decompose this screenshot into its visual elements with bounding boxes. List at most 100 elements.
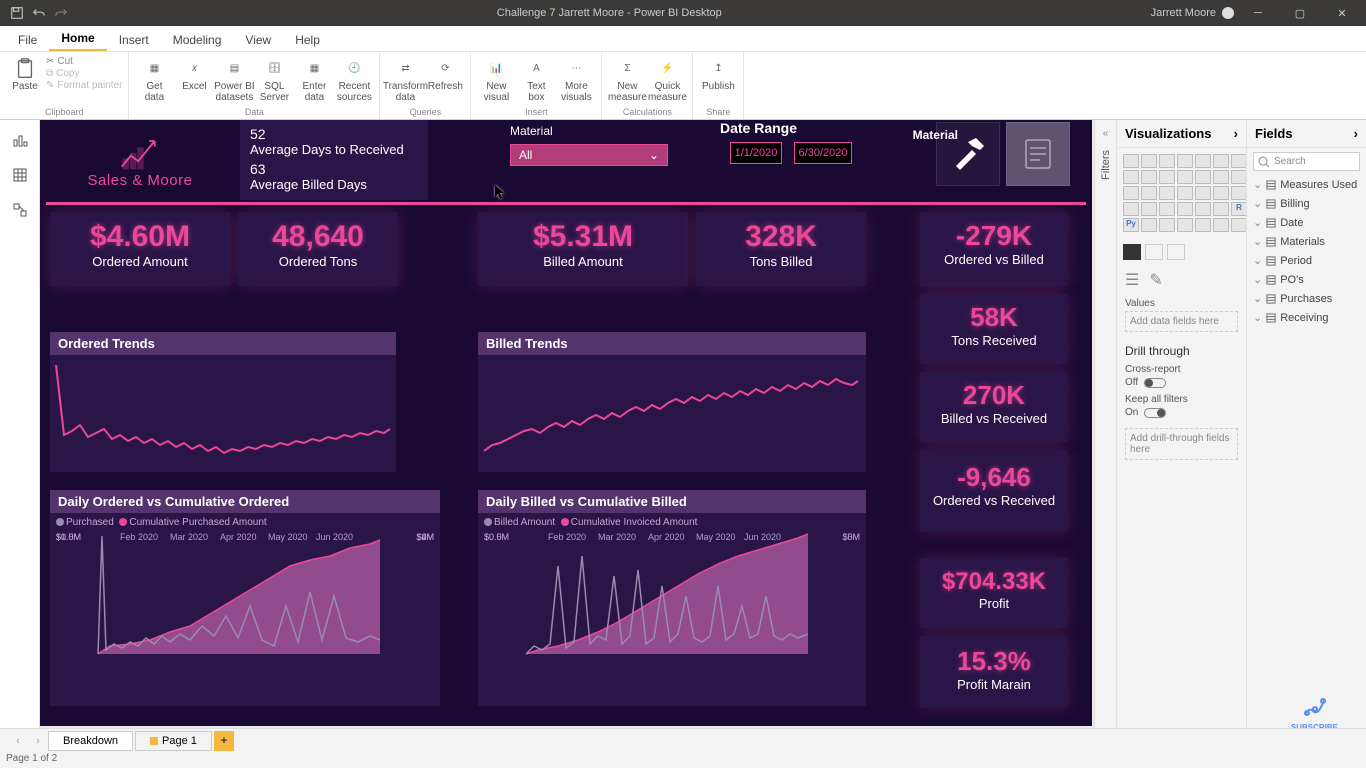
menu-view[interactable]: View	[233, 29, 283, 51]
filters-pane-collapsed[interactable]: « Filters	[1094, 120, 1116, 728]
viz-pane-title: Visualizations	[1125, 126, 1211, 141]
ordered-trends-chart[interactable]: Ordered Trends	[50, 332, 396, 472]
keep-filters-toggle[interactable]	[1144, 408, 1166, 418]
field-table-item[interactable]: ⌄Date	[1247, 213, 1366, 232]
kpi-tons-received[interactable]: 58KTons Received	[920, 294, 1068, 364]
field-table-item[interactable]: ⌄Measures Used	[1247, 175, 1366, 194]
more-visuals-button[interactable]: ⋯More visuals	[557, 56, 595, 103]
kpi-ordered-tons[interactable]: 48,640Ordered Tons	[238, 212, 398, 286]
publish-button[interactable]: ↥Publish	[699, 56, 737, 93]
enter-data-button[interactable]: ▦Enter data	[295, 56, 333, 103]
fields-well-icon[interactable]: ☰	[1125, 270, 1139, 290]
avatar-icon[interactable]	[1222, 7, 1234, 19]
format-tab-icon[interactable]	[1145, 244, 1163, 260]
values-dropzone[interactable]: Add data fields here	[1125, 311, 1238, 332]
kpi-ordered-vs-received[interactable]: -9,646Ordered vs Received	[920, 450, 1068, 532]
redo-icon[interactable]	[54, 6, 68, 20]
kpi-tons-billed[interactable]: 328KTons Billed	[696, 212, 866, 286]
get-data-button[interactable]: ▦Get data	[135, 56, 173, 103]
quick-measure-button[interactable]: ⚡Quick measure	[648, 56, 686, 103]
drillthrough-heading: Drill through	[1117, 336, 1246, 362]
fields-search-input[interactable]: Search	[1253, 152, 1360, 171]
report-canvas[interactable]: Sales & Moore 52 Average Days to Receive…	[40, 120, 1092, 726]
subscribe-watermark: SUBSCRIBE	[1291, 693, 1338, 732]
field-table-item[interactable]: ⌄Purchases	[1247, 289, 1366, 308]
billed-trends-chart[interactable]: Billed Trends	[478, 332, 866, 472]
data-view-icon[interactable]	[12, 167, 28, 188]
refresh-button[interactable]: ⟳Refresh	[426, 56, 464, 103]
kpi-profit-margin[interactable]: 15.3%Profit Marain	[920, 636, 1068, 708]
header-divider	[46, 202, 1086, 205]
tab-next-icon[interactable]: ›	[28, 735, 48, 747]
data-group-label: Data	[135, 106, 373, 117]
status-bar: Page 1 of 2	[0, 752, 1366, 768]
chevron-right-icon[interactable]: ›	[1354, 126, 1358, 141]
field-table-item[interactable]: ⌄Receiving	[1247, 308, 1366, 327]
fields-tab-icon[interactable]	[1123, 244, 1141, 260]
title-bar: Challenge 7 Jarrett Moore - Power BI Des…	[0, 0, 1366, 26]
maximize-button[interactable]: ▢	[1282, 0, 1318, 26]
menu-file[interactable]: File	[6, 29, 49, 51]
minimize-button[interactable]: ─	[1240, 0, 1276, 26]
field-table-item[interactable]: ⌄Period	[1247, 251, 1366, 270]
format-well-icon[interactable]: ✎	[1149, 270, 1162, 290]
calc-group-label: Calculations	[608, 106, 686, 117]
cross-report-toggle[interactable]	[1144, 378, 1166, 388]
date-to-button[interactable]: 6/30/2020	[794, 142, 852, 164]
excel-button[interactable]: 𝑥Excel	[175, 56, 213, 103]
tab-page1[interactable]: Page 1	[135, 731, 212, 751]
new-visual-button[interactable]: 📊New visual	[477, 56, 515, 103]
kpi-billed-amount[interactable]: $5.31MBilled Amount	[478, 212, 688, 286]
visualizations-pane: Visualizations› R Py ☰ ✎ Values Add data…	[1116, 120, 1246, 728]
user-name[interactable]: Jarrett Moore	[1151, 7, 1216, 19]
expand-icon[interactable]: «	[1103, 128, 1109, 139]
daily-ordered-chart[interactable]: Daily Ordered vs Cumulative Ordered Purc…	[50, 490, 440, 706]
cut-button[interactable]: ✂Cut	[46, 56, 122, 67]
viz-gallery[interactable]: R Py	[1117, 148, 1246, 238]
material-dropdown[interactable]: All⌄	[510, 144, 668, 166]
menu-modeling[interactable]: Modeling	[161, 29, 234, 51]
tab-prev-icon[interactable]: ‹	[8, 735, 28, 747]
new-measure-button[interactable]: ΣNew measure	[608, 56, 646, 103]
menu-home[interactable]: Home	[49, 27, 106, 51]
page-tabs: ‹ › Breakdown Page 1 +	[0, 728, 1366, 752]
main-area: Sales & Moore 52 Average Days to Receive…	[0, 120, 1366, 728]
menu-help[interactable]: Help	[283, 29, 332, 51]
keep-filters-label: Keep all filters	[1125, 394, 1238, 405]
pbi-datasets-button[interactable]: ▤Power BI datasets	[215, 56, 253, 103]
sql-server-button[interactable]: 🗄SQL Server	[255, 56, 293, 103]
paste-button[interactable]: Paste	[6, 56, 44, 93]
close-button[interactable]: ✕	[1324, 0, 1360, 26]
field-table-item[interactable]: ⌄Materials	[1247, 232, 1366, 251]
kpi-ordered-amount[interactable]: $4.60MOrdered Amount	[50, 212, 230, 286]
kpi-billed-vs-received[interactable]: 270KBilled vs Received	[920, 372, 1068, 442]
brand-logo: Sales & Moore	[46, 120, 234, 200]
text-box-button[interactable]: AText box	[517, 56, 555, 103]
date-range-label: Date Range	[720, 120, 797, 136]
report-view-icon[interactable]	[12, 132, 28, 153]
drillthrough-dropzone[interactable]: Add drill-through fields here	[1125, 428, 1238, 460]
app-title: Challenge 7 Jarrett Moore - Power BI Des…	[68, 7, 1151, 19]
chevron-right-icon[interactable]: ›	[1234, 126, 1238, 141]
insert-group-label: Insert	[477, 106, 595, 117]
recent-sources-button[interactable]: 🕘Recent sources	[335, 56, 373, 103]
transform-data-button[interactable]: ⇄Transform data	[386, 56, 424, 103]
kpi-profit[interactable]: $704.33KProfit	[920, 558, 1068, 628]
cross-report-label: Cross-report	[1125, 364, 1238, 375]
kpi-ordered-vs-billed[interactable]: -279KOrdered vs Billed	[920, 212, 1068, 286]
chevron-down-icon: ⌄	[649, 148, 659, 162]
daily-billed-chart[interactable]: Daily Billed vs Cumulative Billed Billed…	[478, 490, 866, 706]
analytics-tab-icon[interactable]	[1167, 244, 1185, 260]
menu-bar: File Home Insert Modeling View Help	[0, 26, 1366, 52]
queries-group-label: Queries	[386, 106, 464, 117]
date-from-button[interactable]: 1/1/2020	[730, 142, 782, 164]
field-table-item[interactable]: ⌄PO's	[1247, 270, 1366, 289]
add-page-button[interactable]: +	[214, 731, 234, 751]
field-table-item[interactable]: ⌄Billing	[1247, 194, 1366, 213]
mouse-cursor-icon	[495, 185, 507, 201]
save-icon[interactable]	[10, 6, 24, 20]
tab-breakdown[interactable]: Breakdown	[48, 731, 133, 751]
undo-icon[interactable]	[32, 6, 46, 20]
menu-insert[interactable]: Insert	[107, 29, 161, 51]
model-view-icon[interactable]	[12, 202, 28, 223]
